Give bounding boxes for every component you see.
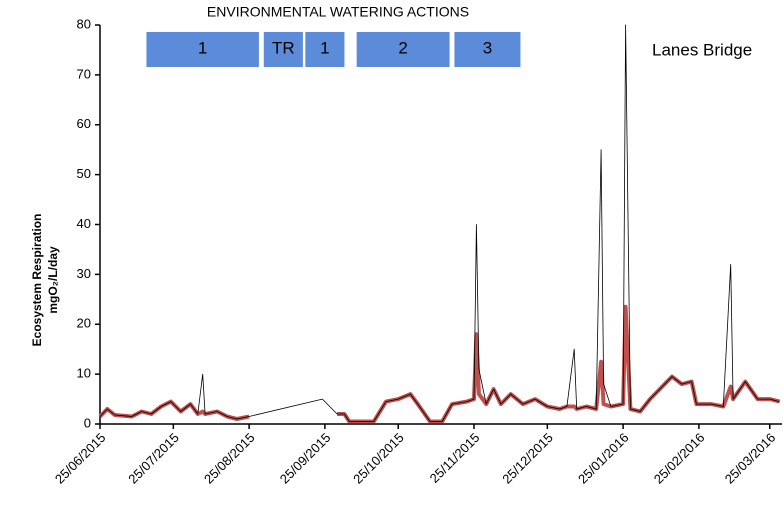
action-box [305,32,345,67]
series-line [99,24,780,422]
y-tick-label: 10 [77,366,91,381]
x-tick-label: 25/10/2015 [350,430,407,487]
y-tick-label: 60 [77,116,91,131]
x-tick-label: 25/03/2016 [722,430,779,487]
action-label: 1 [320,38,329,57]
x-tick-label: 25/09/2015 [277,430,334,487]
y-axis-label: mgO₂/L/day [46,246,60,314]
x-tick-label: 25/08/2015 [201,430,258,487]
action-label: TR [272,38,295,57]
y-tick-label: 0 [84,415,91,430]
action-label: 2 [398,38,407,57]
x-tick-label: 25/12/2015 [499,430,556,487]
action-box [146,32,259,67]
y-tick-label: 30 [77,266,91,281]
x-tick-label: 25/02/2016 [651,430,708,487]
action-box [356,32,450,67]
x-tick-label: 25/11/2015 [427,430,483,486]
action-label: 3 [483,38,492,57]
action-box [263,32,303,67]
action-label: 1 [198,38,207,57]
y-tick-label: 80 [77,16,91,31]
site-label: Lanes Bridge [652,40,752,59]
series-line [98,304,781,424]
action-box [454,32,521,67]
x-tick-label: 25/07/2015 [125,430,182,487]
y-tick-label: 70 [77,66,91,81]
x-tick-label: 25/06/2015 [52,430,109,487]
y-axis-label: Ecosystem Respiration [30,214,44,347]
y-tick-label: 50 [77,166,91,181]
y-tick-label: 20 [77,316,91,331]
x-tick-label: 25/01/2016 [575,430,632,487]
chart-title: ENVIRONMENTAL WATERING ACTIONS [207,4,469,20]
y-tick-label: 40 [77,216,91,231]
